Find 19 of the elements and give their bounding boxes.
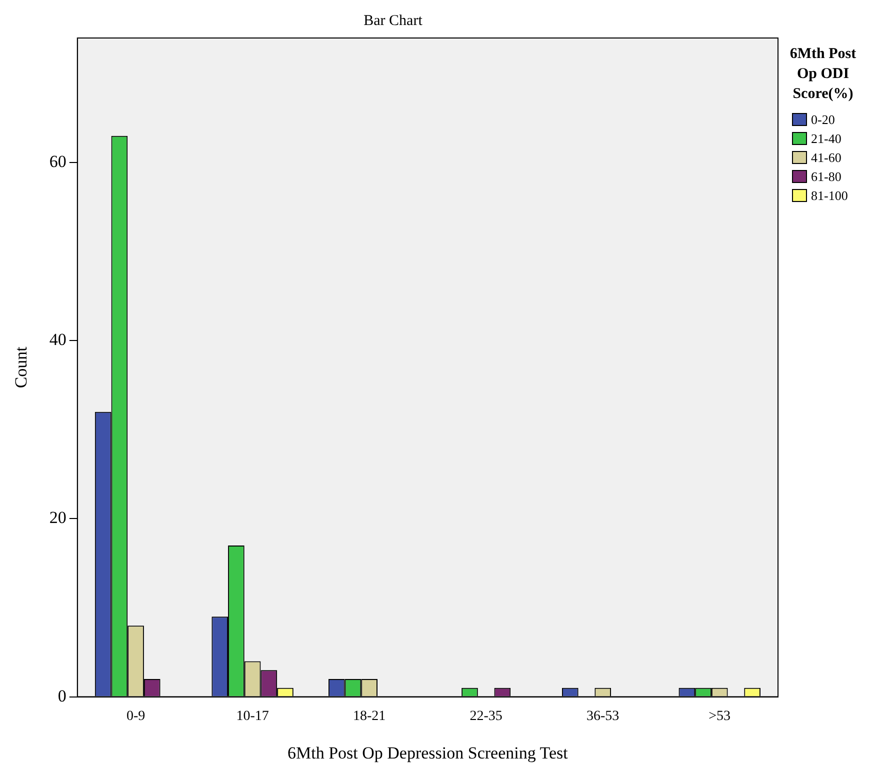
x-tick-label: 0-9 [126, 708, 146, 724]
legend-label: 41-60 [811, 150, 842, 166]
x-tick-label: 10-17 [236, 708, 269, 724]
legend-label: 21-40 [811, 130, 842, 146]
y-tick-label: 40 [49, 330, 66, 350]
legend-label: 81-100 [811, 188, 848, 204]
y-tick-label: 20 [49, 508, 66, 528]
x-tick-label: 22-35 [470, 708, 502, 724]
chart-title: Bar Chart [364, 12, 424, 29]
legend-label: 0-20 [811, 112, 835, 128]
x-tick-label: 36-53 [586, 708, 620, 724]
x-axis-title: 6Mth Post Op Depression Screening Test [287, 743, 568, 762]
x-tick-label: >53 [708, 708, 731, 724]
x-tick-label: 18-21 [352, 708, 386, 724]
legend-title: 6Mth Post Op ODI Score(%) [788, 45, 858, 104]
legend-label: 61-80 [811, 168, 842, 184]
y-axis-title: Count [12, 346, 31, 388]
y-tick-label: 60 [49, 152, 66, 172]
y-tick-label: 0 [58, 686, 66, 706]
